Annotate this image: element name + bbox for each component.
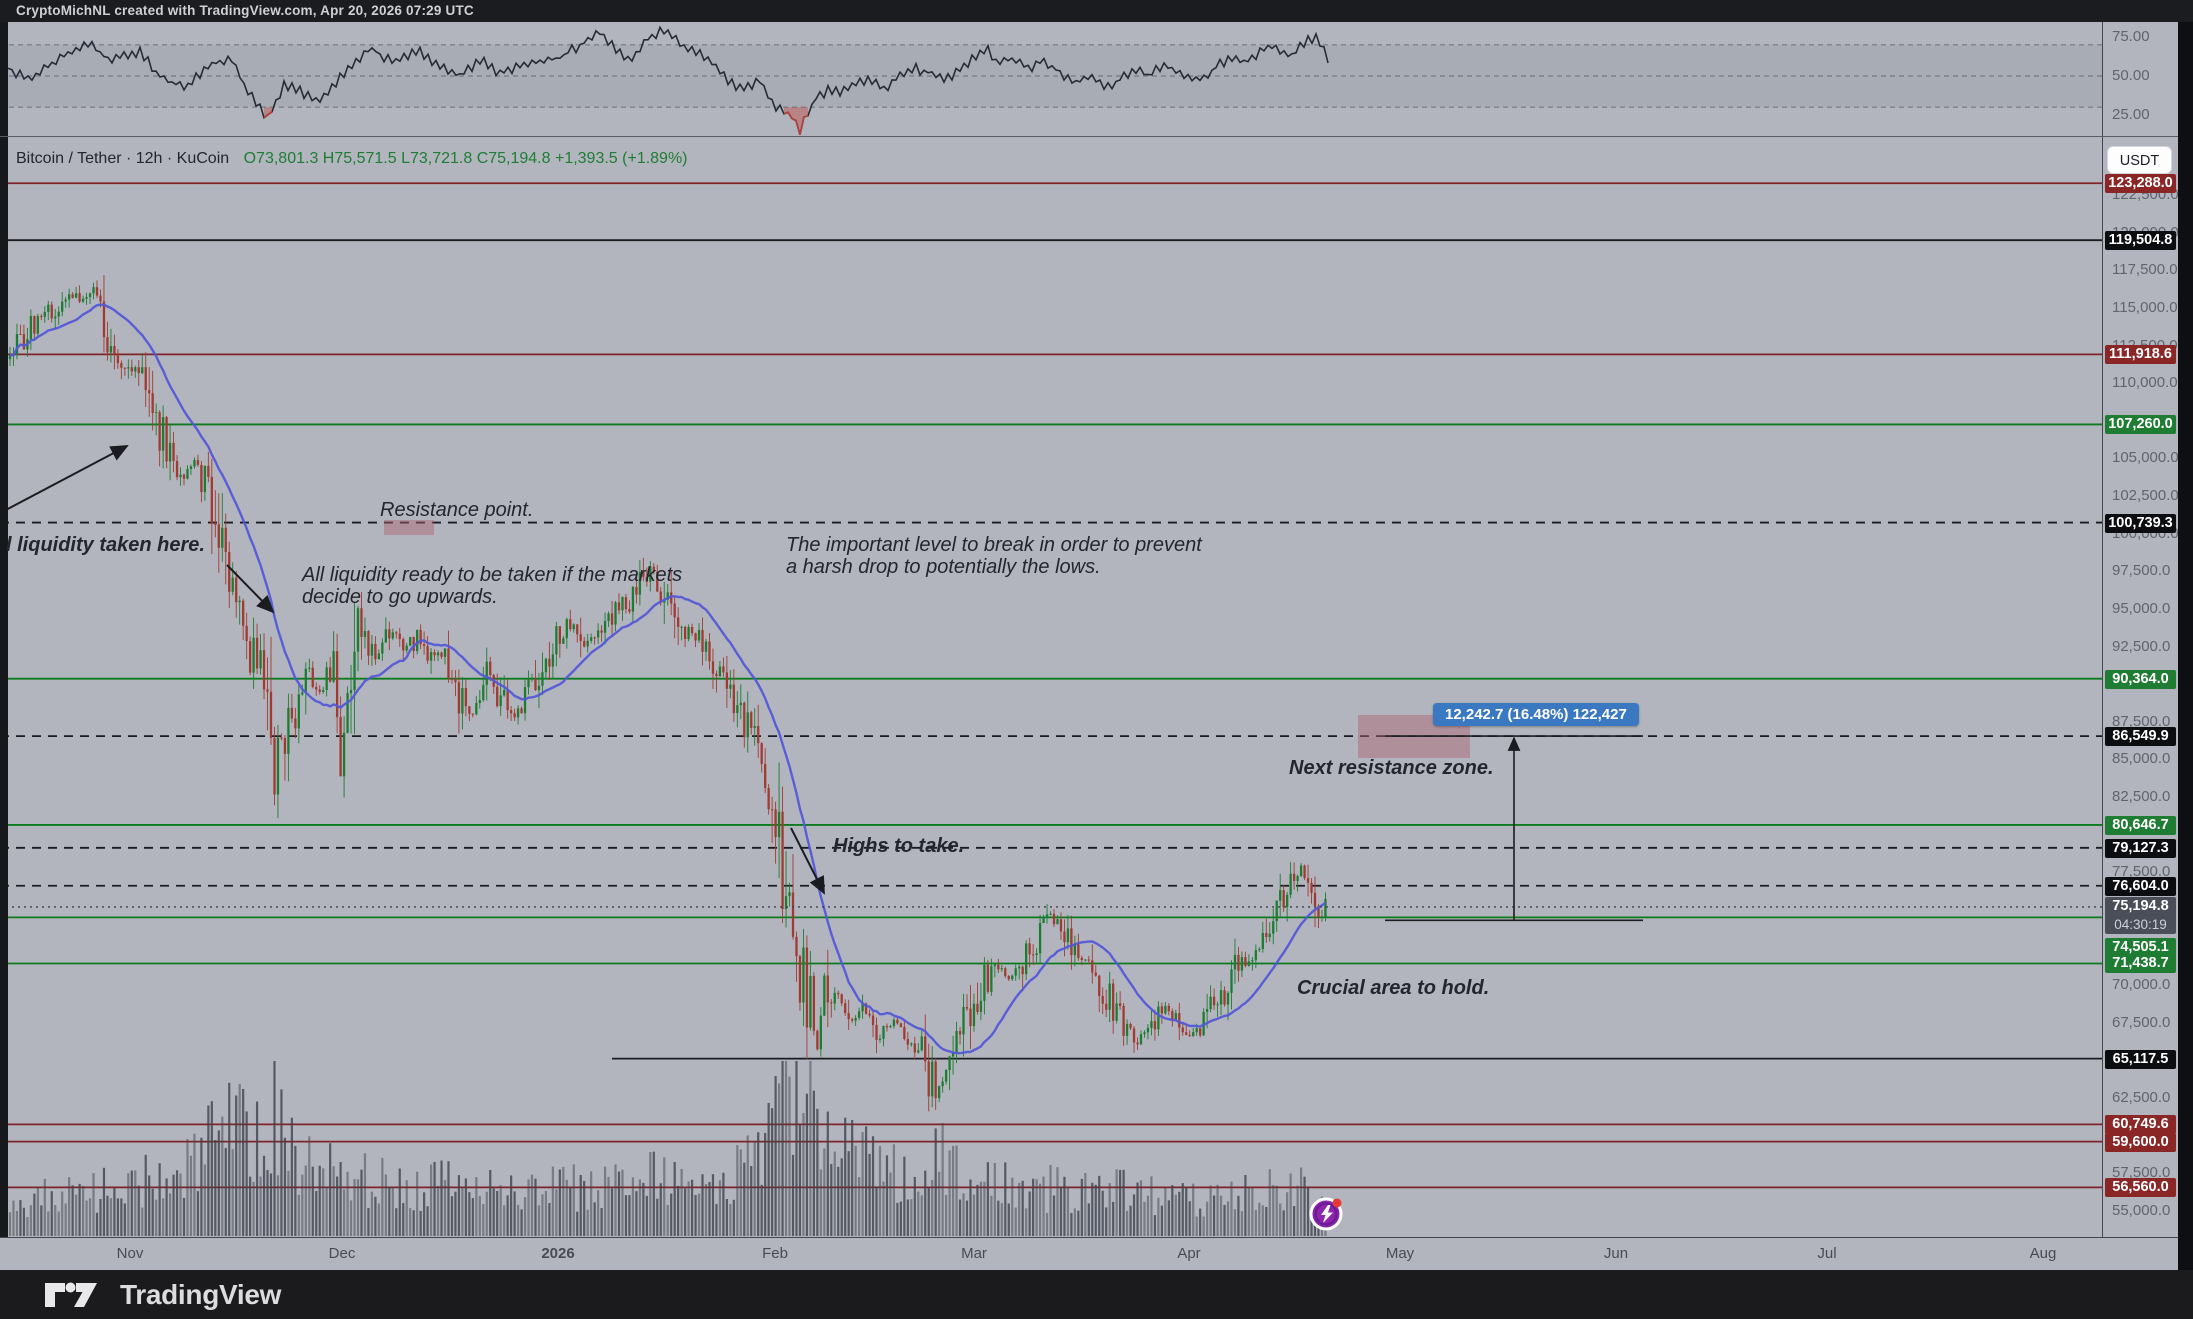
price-axis-tick: 77,500.0 (2112, 863, 2171, 881)
price-level-label: 59,600.0 (2105, 1132, 2176, 1152)
tradingview-logo-icon[interactable] (36, 1277, 108, 1313)
price-level-label: 79,127.3 (2105, 838, 2176, 858)
lightning-bolt-icon (1321, 1205, 1333, 1223)
price-level-label: 56,560.0 (2105, 1177, 2176, 1197)
price-axis-tick: 55,000.0 (2112, 1201, 2171, 1219)
ohlc-values: O73,801.3 H75,571.5 L73,721.8 C75,194.8 … (243, 150, 688, 167)
price-axis-tick: 115,000.0 (2112, 298, 2178, 316)
current-price-label: 75,194.8 (2112, 898, 2169, 915)
chart-annotation: l liquidity taken here. (6, 534, 205, 556)
price-level-label: 100,739.3 (2105, 513, 2176, 533)
attribution-text: CryptoMichNL created with TradingView.co… (16, 3, 474, 18)
measure-tool-label: 12,242.7 (16.48%) 122,427 (1433, 703, 1639, 726)
chart-annotation: Next resistance zone. (1289, 757, 1494, 779)
price-axis-tick: 110,000.0 (2112, 374, 2178, 392)
time-axis-label: Aug (2029, 1245, 2057, 1262)
time-axis-label: Jul (1817, 1245, 1837, 1262)
rsi-axis-tick: 25.00 (2112, 106, 2150, 123)
price-axis-tick: 87,500.0 (2112, 712, 2171, 730)
footer-bar: TradingView (0, 1270, 2193, 1319)
price-axis-tick: 62,500.0 (2112, 1089, 2171, 1106)
price-level-label: 119,504.8 (2105, 230, 2176, 250)
chart-annotation: All liquidity ready to be taken if the m… (302, 564, 683, 608)
price-level-label: 71,438.7 (2105, 953, 2176, 973)
chart-annotation: Crucial area to hold. (1297, 977, 1490, 999)
left-edge-strip (0, 22, 8, 1270)
price-axis-tick: 67,500.0 (2112, 1013, 2171, 1031)
attribution-bar: CryptoMichNL created with TradingView.co… (0, 0, 2193, 22)
events-icon[interactable] (1308, 1194, 1346, 1232)
time-axis-label: Feb (762, 1245, 788, 1262)
time-axis-label: Jun (1603, 1245, 1629, 1262)
price-axis-tick: 85,000.0 (2112, 750, 2171, 768)
price-level-label: 65,117.5 (2105, 1049, 2176, 1069)
price-level-label: 90,364.0 (2105, 669, 2176, 689)
time-axis-label: Apr (1177, 1245, 1201, 1262)
candle-countdown: 04:30:19 (2114, 917, 2167, 933)
price-level-label: 123,288.0 (2105, 173, 2176, 193)
chart-annotation: Resistance point. (380, 499, 534, 521)
pane-divider[interactable] (0, 136, 2178, 137)
price-axis-tick: 117,500.0 (2112, 261, 2178, 279)
price-axis-tick: 92,500.0 (2112, 637, 2171, 655)
symbol-title: Bitcoin / Tether · 12h · KuCoin (16, 150, 230, 167)
price-axis-tick: 97,500.0 (2112, 562, 2171, 580)
price-level-label: 60,749.6 (2105, 1114, 2176, 1134)
symbol-legend[interactable]: Bitcoin / Tether · 12h · KuCoin O73,801.… (16, 150, 688, 168)
time-axis-label: Dec (328, 1245, 356, 1262)
price-axis-tick: 95,000.0 (2112, 599, 2171, 617)
time-axis[interactable]: Nov Dec 2026 Feb Mar Apr May Jun Jul Aug (0, 1237, 2178, 1270)
time-axis-label: May (1385, 1245, 1415, 1262)
chart-annotation: Highs to take. (833, 835, 965, 857)
price-level-label: 86,549.9 (2105, 726, 2176, 746)
currency-toggle-button[interactable]: USDT (2107, 146, 2172, 174)
rsi-axis-tick: 50.00 (2112, 67, 2150, 84)
time-axis-label: Nov (116, 1245, 144, 1262)
right-edge-strip (2178, 22, 2193, 1270)
current-price-badge: 75,194.8 04:30:19 (2105, 897, 2176, 935)
time-axis-label: Mar (961, 1245, 987, 1262)
price-axis-tick: 105,000.0 (2112, 449, 2179, 467)
price-level-label: 76,604.0 (2105, 876, 2176, 896)
chart-annotation: The important level to break in order to… (786, 534, 1202, 578)
price-axis-tick: 102,500.0 (2112, 487, 2179, 505)
price-level-label: 74,505.1 (2105, 937, 2176, 957)
price-level-label: 111,918.6 (2105, 344, 2176, 364)
price-axis-tick: 82,500.0 (2112, 788, 2171, 806)
rsi-axis-tick: 75.00 (2112, 28, 2150, 45)
time-axis-label: 2026 (541, 1245, 575, 1262)
tradingview-logo-text[interactable]: TradingView (120, 1278, 282, 1310)
price-axis-tick: 57,500.0 (2112, 1164, 2171, 1182)
price-level-label: 80,646.7 (2105, 815, 2176, 835)
price-axis[interactable]: USDT 75.0050.0025.00122,500.0120,000.011… (2102, 22, 2179, 1270)
notification-dot (1332, 1198, 1342, 1208)
price-axis-tick: 70,000.0 (2112, 976, 2171, 994)
price-level-label: 107,260.0 (2105, 414, 2176, 434)
